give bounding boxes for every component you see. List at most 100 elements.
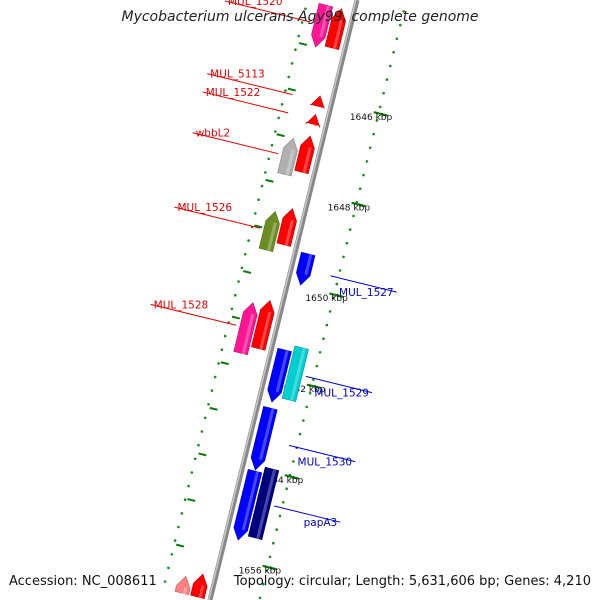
gene-feature[interactable] — [305, 113, 321, 129]
skew-dot — [302, 419, 305, 422]
skew-dot — [328, 310, 332, 313]
tick-mark — [284, 474, 299, 480]
skew-dot — [213, 375, 217, 379]
gene-feature[interactable] — [311, 3, 334, 48]
gene-feature[interactable] — [324, 8, 346, 50]
skew-dot — [358, 187, 362, 190]
gene-label[interactable]: MUL_1529 — [314, 388, 369, 400]
tick-mark — [329, 292, 344, 298]
gene-label[interactable]: MUL_1520 — [228, 0, 283, 8]
skew-dot — [200, 430, 204, 433]
skew-dot — [335, 282, 339, 286]
gene-label[interactable]: MUL_1522 — [206, 87, 261, 99]
skew-dot — [220, 348, 224, 352]
skew-dot — [163, 580, 167, 583]
gene-label[interactable]: papA3 — [304, 517, 338, 529]
gene-label[interactable]: MUL_1526 — [177, 202, 232, 214]
skew-dot — [348, 228, 352, 231]
minor-tick — [187, 498, 196, 502]
skew-dot — [395, 37, 399, 40]
skew-dot — [230, 307, 234, 311]
tick-mark — [262, 564, 277, 571]
gene-feature[interactable] — [310, 95, 325, 109]
gene-feature[interactable] — [174, 575, 191, 596]
minor-tick — [209, 406, 218, 411]
tick-mark — [351, 201, 366, 208]
gene-feature[interactable] — [294, 135, 315, 175]
gene-feature[interactable] — [296, 251, 316, 286]
gene-label[interactable]: MUL_1530 — [298, 457, 353, 469]
skew-dot — [167, 566, 170, 570]
skew-dot — [244, 253, 247, 256]
gene-feature[interactable] — [233, 302, 258, 356]
skew-dot — [305, 405, 309, 409]
skew-dot — [365, 160, 369, 163]
gene-feature[interactable] — [247, 466, 280, 540]
skew-dot — [304, 7, 307, 11]
skew-dot — [234, 293, 237, 297]
gene-feature[interactable] — [251, 299, 275, 351]
tick-label: 1648 kbp — [328, 203, 371, 213]
skew-dot — [399, 23, 402, 27]
skew-dot — [278, 514, 282, 518]
skew-dot — [392, 51, 395, 54]
gene-label[interactable]: MUL_1527 — [339, 287, 394, 299]
minor-tick — [287, 87, 296, 92]
skew-dot — [217, 362, 220, 365]
skew-dot — [210, 389, 214, 392]
skew-dot — [312, 378, 315, 381]
skew-dot — [197, 443, 200, 447]
skew-dot — [180, 512, 184, 515]
gene-feature[interactable] — [267, 347, 292, 403]
minor-tick — [175, 543, 185, 548]
minor-tick — [298, 42, 308, 46]
gene-feature[interactable] — [233, 469, 263, 541]
gene-label[interactable]: MUL_5113 — [210, 69, 265, 81]
gene-label[interactable]: wbbL2 — [196, 128, 230, 140]
skew-dot — [338, 269, 342, 272]
kbp-ticks: 1646 kbp 1648 kbp 1650 kbp 1652 kbp 1654 kbp… — [175, 42, 393, 576]
gene-callouts: MUL_1520 MUL_5113 MUL_1522 wbbL2 MUL_1526 MUL… — [150, 0, 397, 529]
skew-dot — [237, 280, 240, 283]
skew-dot — [257, 198, 260, 201]
gene-features — [174, 3, 346, 599]
skew-dot — [378, 105, 382, 109]
gene-feature[interactable] — [281, 345, 309, 402]
skew-dot — [284, 89, 287, 92]
skew-dot — [223, 334, 227, 338]
gene-label[interactable]: MUL_1528 — [154, 299, 209, 311]
skew-dot — [325, 323, 329, 327]
skew-dot — [258, 596, 262, 600]
gene-feature[interactable] — [250, 406, 278, 471]
minor-tick — [231, 315, 241, 320]
skew-dot — [315, 364, 319, 368]
skew-dot — [294, 48, 297, 51]
skew-dot — [298, 432, 302, 436]
skew-dot — [254, 212, 257, 215]
skew-dot — [332, 296, 335, 300]
skew-dot — [372, 132, 375, 136]
skew-dot — [385, 78, 389, 81]
skew-dot — [389, 64, 392, 68]
skew-dot — [170, 553, 174, 556]
minor-tick — [198, 452, 207, 457]
tick-mark — [306, 383, 321, 390]
skew-dot — [275, 528, 279, 531]
gene-feature[interactable] — [276, 208, 297, 247]
minor-tick — [276, 133, 285, 138]
skew-dot — [375, 119, 379, 122]
gene-feature[interactable] — [258, 210, 280, 252]
minor-tick — [254, 224, 263, 229]
skew-dot — [368, 146, 372, 150]
skew-dot — [287, 75, 291, 79]
skew-dot — [187, 484, 190, 488]
gene-feature[interactable] — [277, 137, 298, 177]
skew-dot — [270, 143, 274, 147]
minor-tick — [265, 178, 274, 183]
gene-feature[interactable] — [190, 573, 208, 599]
tick-label: 1650 kbp — [305, 294, 348, 304]
skew-dot — [277, 116, 281, 120]
skew-dot — [262, 582, 265, 586]
gc-skew-dots-left — [258, 10, 405, 600]
